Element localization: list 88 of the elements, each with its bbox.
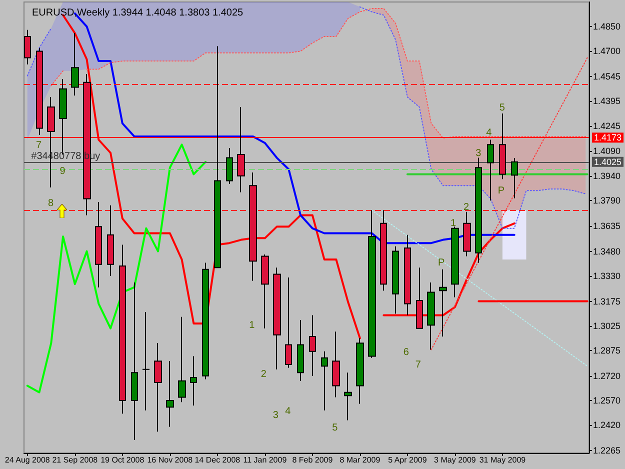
y-tick-label: 1.2265	[593, 446, 621, 456]
y-tick-label: 1.2875	[593, 346, 621, 356]
annotation: 3	[272, 410, 279, 421]
candlestick	[511, 158, 518, 199]
annotation: 1	[450, 218, 456, 229]
candlestick	[416, 267, 423, 329]
x-tick-label: 31 May 2009	[479, 456, 526, 464]
candlestick	[24, 29, 31, 65]
candlestick	[368, 210, 376, 358]
x-tick-label: 8 Mar 2009	[340, 456, 381, 464]
candlestick	[297, 320, 304, 382]
annotation: 5	[332, 422, 338, 434]
annotation: 7	[36, 140, 42, 151]
candlestick	[499, 113, 506, 180]
ref-line-label: 1.4173	[594, 132, 622, 143]
annotation: 2	[464, 202, 470, 213]
y-tick-label: 1.3480	[593, 246, 621, 256]
candlestick	[380, 210, 387, 292]
y-tick-label: 1.4545	[593, 72, 621, 82]
candlestick	[356, 338, 364, 404]
candlestick	[404, 234, 411, 316]
candlestick	[439, 268, 447, 338]
annotation: 2	[260, 368, 267, 380]
candlestick	[154, 342, 162, 432]
text: EURUSD,Weekly 1.3944 1.4048 1.3803 1.4025	[32, 8, 244, 18]
y-tick-label: 1.4090	[593, 146, 621, 156]
annotation: 5	[499, 102, 506, 114]
y-tick-label: 1.3025	[593, 320, 621, 331]
x-tick-label: 19 Oct 2008	[100, 456, 145, 464]
candlestick	[487, 139, 494, 201]
x-tick-label: 11 Jan 2009	[243, 456, 288, 464]
annotation: 6	[403, 347, 410, 358]
y-tick-label: 1.3635	[593, 220, 621, 231]
y-tick-label: 1.3175	[593, 296, 621, 306]
candlestick	[249, 172, 257, 282]
candlestick	[142, 311, 150, 411]
candlestick	[214, 46, 221, 268]
candlestick	[190, 356, 197, 406]
y-tick-label: 1.3940	[593, 170, 621, 181]
x-tick-label: 3 May 2009	[434, 456, 476, 464]
y-tick-label: 1.4850	[593, 22, 621, 32]
x-tick-label: 16 Nov 2008	[147, 456, 194, 464]
y-tick-label: 1.2570	[593, 396, 621, 406]
annotation: P	[438, 257, 446, 268]
candlestick	[131, 282, 138, 440]
candlestick	[392, 246, 399, 314]
candlestick	[226, 147, 233, 185]
candlestick	[202, 262, 209, 380]
y-tick-label: 1.3790	[593, 195, 621, 206]
candlestick	[332, 331, 340, 398]
annotation: 4	[285, 406, 292, 417]
candlestick	[107, 204, 114, 276]
candlestick	[261, 254, 269, 329]
y-tick-label: 1.3330	[593, 270, 621, 281]
candlestick	[321, 350, 328, 411]
candlestick	[237, 106, 245, 193]
annotation: 4	[486, 128, 492, 139]
annotation: 3	[476, 148, 482, 159]
candlestick	[285, 277, 292, 368]
y-tick-label: 1.2420	[593, 420, 621, 430]
candlestick	[166, 360, 174, 428]
annotation: P	[498, 185, 505, 196]
candlestick	[451, 226, 459, 298]
x-tick-label: 14 Dec 2008	[194, 456, 241, 464]
y-tick-label: 1.4245	[593, 120, 621, 131]
annotation: 1	[249, 320, 256, 331]
candlestick	[36, 47, 43, 136]
y-tick-label: 1.4700	[593, 46, 621, 56]
y-tick-label: 1.2720	[593, 370, 621, 381]
candlestick	[344, 372, 352, 421]
annotation: 7	[415, 360, 422, 371]
candlestick	[427, 282, 435, 350]
candlestick	[309, 314, 316, 376]
candlestick	[178, 316, 186, 403]
candlestick	[463, 211, 471, 257]
candlestick	[71, 32, 79, 96]
candlestick	[95, 202, 102, 288]
candlestick	[475, 157, 482, 264]
x-tick-label: 8 Feb 2009	[292, 456, 334, 464]
y-tick-label: 1.4395	[593, 96, 621, 106]
annotation: 8	[48, 198, 54, 209]
x-tick-label: 24 Aug 2008	[4, 456, 50, 464]
candlestick	[273, 267, 281, 370]
ref-line-label: 1.4025	[594, 156, 622, 167]
candlestick	[119, 244, 126, 414]
x-tick-label: 5 Apr 2009	[388, 456, 428, 464]
annotation: 9	[60, 166, 66, 178]
x-tick-label: 21 Sep 2008	[52, 456, 98, 464]
